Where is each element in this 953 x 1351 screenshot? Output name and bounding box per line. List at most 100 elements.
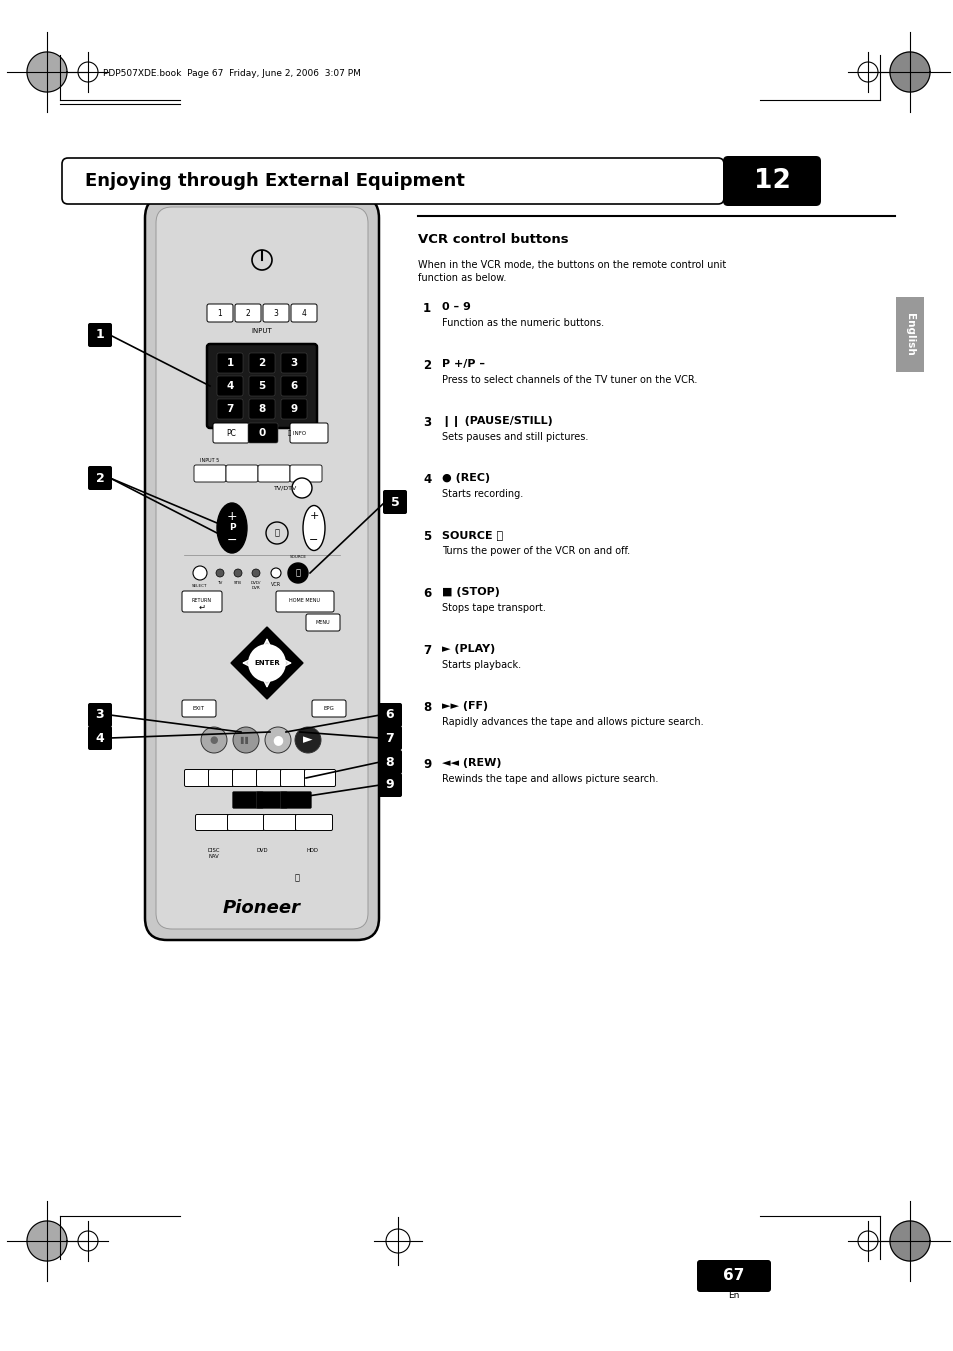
- FancyBboxPatch shape: [207, 345, 316, 428]
- Text: DISC
NAV: DISC NAV: [208, 848, 220, 859]
- Text: HOME MENU: HOME MENU: [289, 597, 320, 603]
- Text: Rewinds the tape and allows picture search.: Rewinds the tape and allows picture sear…: [441, 774, 658, 784]
- Text: ENTER: ENTER: [253, 661, 279, 666]
- Text: VCR control buttons: VCR control buttons: [417, 232, 568, 246]
- Text: 9: 9: [290, 404, 297, 413]
- Text: RETURN: RETURN: [192, 597, 212, 603]
- Text: Sets pauses and still pictures.: Sets pauses and still pictures.: [441, 432, 588, 442]
- Text: ■ (STOP): ■ (STOP): [441, 586, 499, 597]
- Text: +: +: [227, 509, 237, 523]
- FancyBboxPatch shape: [295, 815, 333, 831]
- Text: 1: 1: [95, 328, 104, 342]
- Circle shape: [193, 566, 207, 580]
- Text: P +/P –: P +/P –: [441, 359, 484, 369]
- Text: EXIT: EXIT: [193, 705, 205, 711]
- Text: VCR: VCR: [271, 582, 281, 586]
- Text: Enjoying through External Equipment: Enjoying through External Equipment: [85, 172, 464, 190]
- Circle shape: [294, 727, 320, 753]
- Text: ● (REC): ● (REC): [441, 473, 490, 484]
- FancyBboxPatch shape: [304, 770, 335, 786]
- Text: 2: 2: [422, 359, 431, 372]
- FancyBboxPatch shape: [281, 376, 307, 396]
- FancyBboxPatch shape: [193, 465, 226, 482]
- FancyBboxPatch shape: [377, 725, 401, 750]
- Text: 🔇: 🔇: [274, 528, 279, 538]
- FancyBboxPatch shape: [377, 703, 401, 727]
- Text: Starts recording.: Starts recording.: [441, 489, 522, 499]
- FancyBboxPatch shape: [184, 770, 215, 786]
- Text: 7: 7: [226, 404, 233, 413]
- Text: Rapidly advances the tape and allows picture search.: Rapidly advances the tape and allows pic…: [441, 717, 703, 727]
- Text: 4: 4: [422, 473, 431, 486]
- Text: DVD: DVD: [256, 848, 268, 852]
- Text: 2: 2: [245, 308, 250, 317]
- FancyBboxPatch shape: [249, 399, 274, 419]
- Polygon shape: [889, 1221, 929, 1260]
- Circle shape: [247, 643, 287, 684]
- Text: 3: 3: [290, 358, 297, 367]
- Polygon shape: [231, 627, 303, 698]
- FancyBboxPatch shape: [306, 613, 339, 631]
- Text: TV/DTV: TV/DTV: [274, 485, 297, 490]
- FancyBboxPatch shape: [88, 323, 112, 347]
- FancyBboxPatch shape: [895, 297, 923, 372]
- FancyBboxPatch shape: [249, 376, 274, 396]
- Text: INPUT: INPUT: [252, 328, 273, 334]
- Text: 1: 1: [217, 308, 222, 317]
- FancyBboxPatch shape: [697, 1260, 770, 1292]
- Text: 5: 5: [390, 496, 399, 508]
- Text: 9: 9: [385, 778, 394, 792]
- FancyBboxPatch shape: [248, 423, 277, 443]
- Circle shape: [201, 727, 227, 753]
- Text: 3: 3: [95, 708, 104, 721]
- FancyBboxPatch shape: [234, 304, 261, 322]
- FancyBboxPatch shape: [88, 725, 112, 750]
- Text: ►: ►: [303, 734, 313, 747]
- FancyBboxPatch shape: [290, 465, 322, 482]
- Text: 6: 6: [422, 586, 431, 600]
- Text: Pioneer: Pioneer: [223, 898, 301, 917]
- Text: ●: ●: [273, 734, 283, 747]
- Text: English: English: [904, 312, 914, 355]
- Text: P: P: [229, 523, 235, 531]
- FancyBboxPatch shape: [209, 770, 239, 786]
- FancyBboxPatch shape: [195, 815, 233, 831]
- FancyBboxPatch shape: [216, 376, 243, 396]
- Circle shape: [288, 563, 308, 584]
- FancyBboxPatch shape: [281, 353, 307, 373]
- Text: DVD/
DVR: DVD/ DVR: [251, 581, 261, 589]
- Text: 3: 3: [274, 308, 278, 317]
- FancyBboxPatch shape: [263, 304, 289, 322]
- Text: PC: PC: [226, 428, 235, 438]
- Text: 4: 4: [226, 381, 233, 390]
- Circle shape: [265, 727, 291, 753]
- Text: 1: 1: [422, 303, 431, 315]
- FancyBboxPatch shape: [88, 466, 112, 490]
- Text: 3: 3: [422, 416, 431, 430]
- FancyBboxPatch shape: [312, 700, 346, 717]
- FancyBboxPatch shape: [213, 423, 249, 443]
- Circle shape: [215, 569, 224, 577]
- FancyBboxPatch shape: [216, 353, 243, 373]
- FancyBboxPatch shape: [382, 490, 407, 513]
- Text: 6: 6: [385, 708, 394, 721]
- Ellipse shape: [303, 505, 325, 550]
- Text: ►► (FF): ►► (FF): [441, 701, 488, 711]
- Text: 4: 4: [301, 308, 306, 317]
- Text: 12: 12: [753, 168, 790, 195]
- FancyBboxPatch shape: [227, 815, 264, 831]
- Circle shape: [292, 478, 312, 499]
- FancyBboxPatch shape: [156, 207, 368, 929]
- Text: 8: 8: [385, 755, 394, 769]
- Polygon shape: [27, 1221, 67, 1260]
- Text: 8: 8: [258, 404, 265, 413]
- Text: ❙❙ (PAUSE/STILL): ❙❙ (PAUSE/STILL): [441, 416, 552, 427]
- Text: SELECT: SELECT: [193, 584, 208, 588]
- Text: Starts playback.: Starts playback.: [441, 661, 520, 670]
- Circle shape: [271, 567, 281, 578]
- Text: ●: ●: [210, 735, 218, 744]
- FancyBboxPatch shape: [263, 815, 300, 831]
- Text: INPUT 5: INPUT 5: [200, 458, 219, 463]
- FancyBboxPatch shape: [377, 773, 401, 797]
- Circle shape: [233, 727, 258, 753]
